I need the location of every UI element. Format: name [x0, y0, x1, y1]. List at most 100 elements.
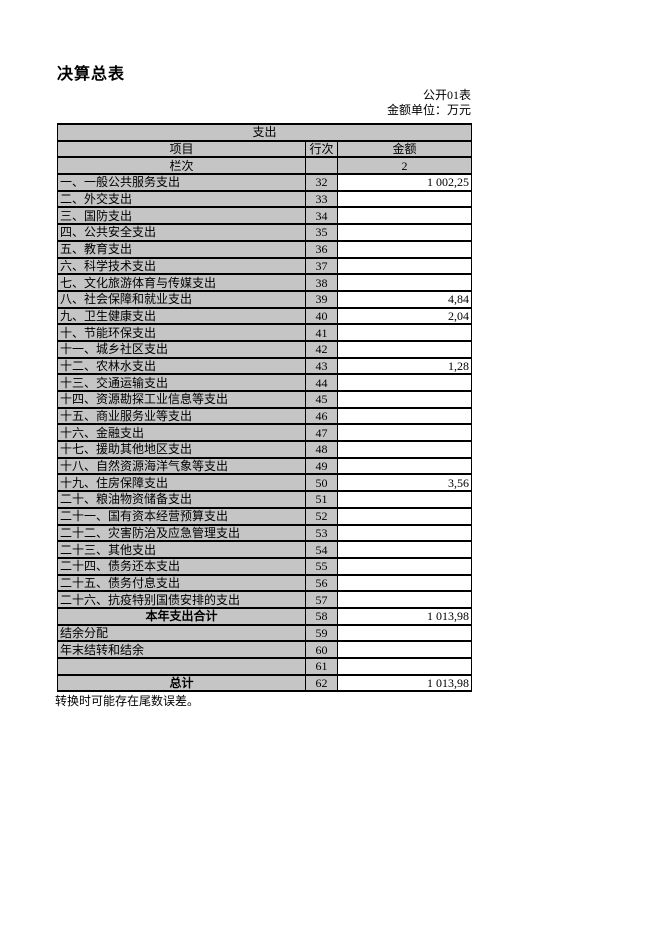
line-no-cell: 35 [305, 223, 338, 242]
item-cell: 九、卫生健康支出 [57, 306, 306, 326]
item-cell: 八、社会保障和就业支出 [57, 289, 306, 309]
line-no-cell: 51 [305, 490, 338, 509]
column-header-line-no: 行次 [305, 139, 338, 159]
item-cell: 结余分配 [57, 623, 306, 643]
subheader-line-no [305, 156, 338, 176]
amount-cell [337, 440, 472, 459]
table-row: 十五、商业服务业等支出 46 [57, 406, 472, 426]
item-cell: 二十四、债务还本支出 [57, 556, 306, 576]
line-no-cell: 40 [305, 306, 338, 326]
table-row: 本年支出合计 58 1 013,98 [57, 606, 472, 626]
table-row: 二十五、债务付息支出 56 [57, 573, 472, 593]
section-header-row: 支出 [57, 123, 472, 142]
line-no-cell: 38 [305, 273, 338, 292]
line-no-cell: 53 [305, 523, 338, 543]
table-row: 八、社会保障和就业支出 39 4,84 [57, 289, 472, 309]
amount-cell [337, 239, 472, 259]
item-cell: 二十、粮油物资储备支出 [57, 490, 306, 509]
column-header-item: 项目 [57, 139, 306, 159]
item-cell: 六、科学技术支出 [57, 256, 306, 276]
amount-cell: 1,28 [337, 356, 472, 376]
amount-cell [337, 640, 472, 659]
expenditure-table: 支出 项目 行次 金额 栏次 2 一、一般公共服务支出 32 1 002,25 … [57, 123, 472, 693]
line-no-cell: 39 [305, 289, 338, 309]
item-cell: 二十三、其他支出 [57, 540, 306, 559]
amount-cell: 3,56 [337, 473, 472, 493]
amount-cell [337, 273, 472, 292]
line-no-cell: 49 [305, 456, 338, 476]
line-no-cell: 34 [305, 206, 338, 226]
item-cell: 十七、援助其他地区支出 [57, 440, 306, 459]
amount-cell: 2,04 [337, 306, 472, 326]
item-cell: 本年支出合计 [57, 606, 306, 626]
line-no-cell: 57 [305, 590, 338, 609]
amount-cell [337, 390, 472, 409]
line-no-cell: 61 [305, 657, 338, 676]
table-row: 十、节能环保支出 41 [57, 323, 472, 342]
amount-cell [337, 540, 472, 559]
table-row: 总计 62 1 013,98 [57, 673, 472, 693]
item-cell: 二、外交支出 [57, 189, 306, 209]
item-cell: 十三、交通运输支出 [57, 373, 306, 392]
line-no-cell: 59 [305, 623, 338, 643]
item-cell: 十四、资源勘探工业信息等支出 [57, 390, 306, 409]
item-cell: 二十二、灾害防治及应急管理支出 [57, 523, 306, 543]
amount-cell [337, 523, 472, 543]
item-cell: 十六、金融支出 [57, 423, 306, 443]
table-row: 二、外交支出 33 [57, 189, 472, 209]
amount-cell [337, 657, 472, 676]
line-no-cell: 46 [305, 406, 338, 426]
line-no-cell: 55 [305, 556, 338, 576]
line-no-cell: 62 [305, 673, 338, 693]
item-cell: 十九、住房保障支出 [57, 473, 306, 493]
amount-cell [337, 373, 472, 392]
subheader-item: 栏次 [57, 156, 306, 176]
item-cell: 年末结转和结余 [57, 640, 306, 659]
table-row: 六、科学技术支出 37 [57, 256, 472, 276]
column-header-amount: 金额 [337, 139, 472, 159]
table-row: 九、卫生健康支出 40 2,04 [57, 306, 472, 326]
amount-cell: 1 002,25 [337, 173, 472, 192]
line-no-cell: 32 [305, 173, 338, 192]
line-no-cell: 54 [305, 540, 338, 559]
amount-cell [337, 623, 472, 643]
amount-cell [337, 456, 472, 476]
subheader-amount: 2 [337, 156, 472, 176]
amount-cell [337, 490, 472, 509]
item-cell: 十五、商业服务业等支出 [57, 406, 306, 426]
amount-cell [337, 573, 472, 593]
line-no-cell: 56 [305, 573, 338, 593]
line-no-cell: 41 [305, 323, 338, 342]
table-row: 十一、城乡社区支出 42 [57, 339, 472, 359]
amount-cell [337, 223, 472, 242]
table-row: 二十、粮油物资储备支出 51 [57, 490, 472, 509]
line-no-cell: 50 [305, 473, 338, 493]
item-cell: 总计 [57, 673, 306, 693]
table-row: 二十二、灾害防治及应急管理支出 53 [57, 523, 472, 543]
table-row: 十七、援助其他地区支出 48 [57, 440, 472, 459]
line-no-cell: 48 [305, 440, 338, 459]
line-no-cell: 45 [305, 390, 338, 409]
amount-cell [337, 590, 472, 609]
table-row: 十六、金融支出 47 [57, 423, 472, 443]
amount-cell: 4,84 [337, 289, 472, 309]
item-cell: 二十一、国有资本经营预算支出 [57, 506, 306, 526]
table-row: 二十三、其他支出 54 [57, 540, 472, 559]
item-cell: 十、节能环保支出 [57, 323, 306, 342]
amount-cell [337, 206, 472, 226]
line-no-cell: 33 [305, 189, 338, 209]
amount-cell [337, 189, 472, 209]
amount-cell [337, 256, 472, 276]
table-row: 三、国防支出 34 [57, 206, 472, 226]
item-cell: 七、文化旅游体育与传媒支出 [57, 273, 306, 292]
item-cell: 二十五、债务付息支出 [57, 573, 306, 593]
section-header-cell: 支出 [57, 123, 472, 142]
table-row: 五、教育支出 36 [57, 239, 472, 259]
table-row: 一、一般公共服务支出 32 1 002,25 [57, 173, 472, 192]
table-row: 四、公共安全支出 35 [57, 223, 472, 242]
table-row: 十三、交通运输支出 44 [57, 373, 472, 392]
line-no-cell: 60 [305, 640, 338, 659]
line-no-cell: 43 [305, 356, 338, 376]
amount-cell [337, 323, 472, 342]
line-no-cell: 47 [305, 423, 338, 443]
